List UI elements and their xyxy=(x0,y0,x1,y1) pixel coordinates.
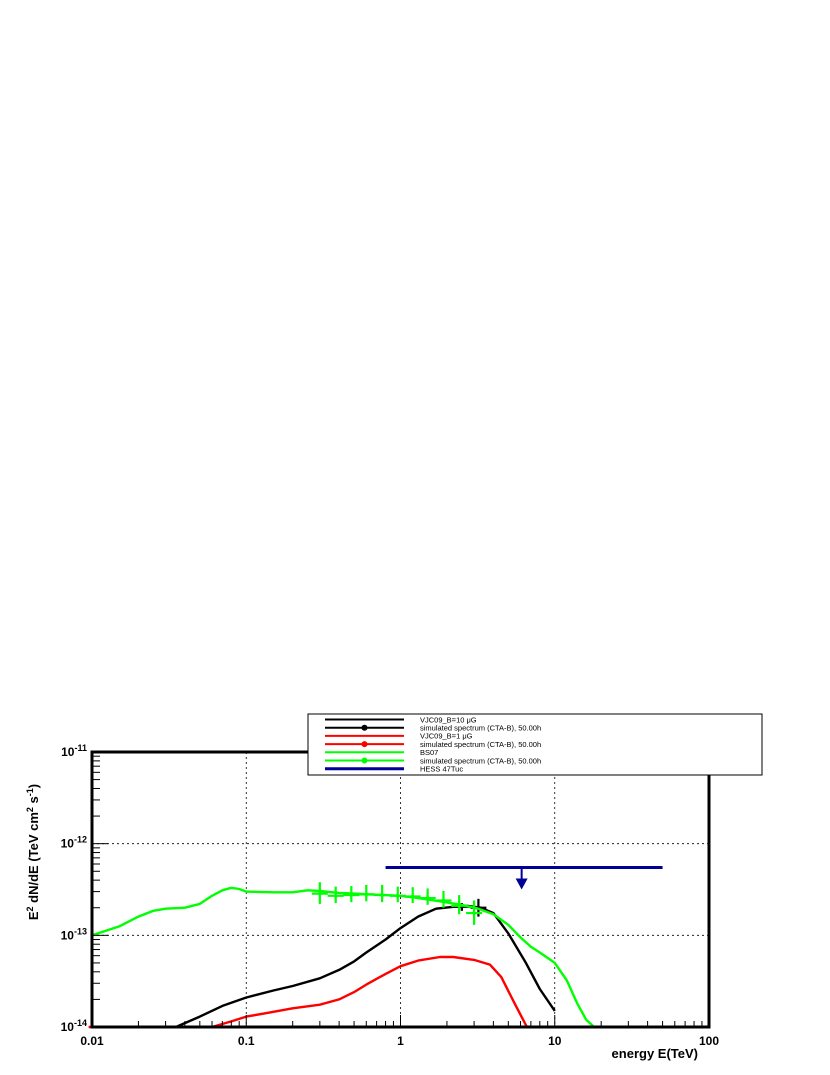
data-point xyxy=(389,886,406,903)
point-marker xyxy=(318,891,322,896)
point-marker xyxy=(472,911,476,915)
legend-label: VJC09_B=1 μG xyxy=(420,732,473,741)
data-point xyxy=(404,887,421,904)
point-marker xyxy=(457,903,461,908)
data-point xyxy=(343,886,360,903)
x-tick-label: 0.1 xyxy=(238,1034,255,1048)
point-marker xyxy=(395,893,400,898)
point-marker xyxy=(425,896,430,900)
legend-marker xyxy=(361,741,368,748)
x-tick-label: 100 xyxy=(699,1034,719,1048)
legend-entry: VJC09_B=10 μG xyxy=(325,715,477,724)
legend-entry: simulated spectrum (CTA-B), 50.00h xyxy=(325,724,541,733)
x-tick-labels: 0.01 0.1 1 10 100 xyxy=(80,1034,719,1048)
x-tick-label: 10 xyxy=(548,1034,562,1048)
series-line-2 xyxy=(88,955,540,1029)
y-tick-label: 10-14 xyxy=(61,1018,87,1034)
point-marker xyxy=(380,893,384,897)
legend-label: simulated spectrum (CTA-B), 50.00h xyxy=(420,740,541,749)
x-tick-label: 0.01 xyxy=(80,1034,104,1048)
point-marker xyxy=(441,898,446,903)
point-marker xyxy=(364,892,369,897)
legend-label: simulated spectrum (CTA-B), 50.00h xyxy=(420,724,541,733)
series-line-0 xyxy=(175,904,556,1029)
point-marker xyxy=(333,893,338,898)
y-tick-label: 10-11 xyxy=(61,743,87,759)
data-point xyxy=(327,886,344,904)
data-point xyxy=(358,884,375,902)
upper-limit-arrow-head xyxy=(515,878,528,890)
legend-marker xyxy=(361,724,368,731)
series-line-4 xyxy=(91,886,608,1029)
legend-entry: VJC09_B=1 μG xyxy=(325,732,473,741)
data-point xyxy=(419,888,436,905)
y-tick-labels: 10-11 10-12 10-13 10-14 xyxy=(61,743,87,1034)
legend-entry: simulated spectrum (CTA-B), 50.00h xyxy=(325,756,541,765)
y-tick-label: 10-12 xyxy=(61,835,87,851)
y-tick-label: 10-13 xyxy=(61,926,87,942)
data-point xyxy=(435,890,452,908)
point-marker xyxy=(410,894,415,899)
data-point xyxy=(311,882,328,904)
legend-entry: BS07 xyxy=(325,748,438,757)
point-marker xyxy=(349,893,354,897)
legend-label: HESS 47Tuc xyxy=(420,765,463,774)
axis-ticks xyxy=(91,751,703,1028)
y-axis-title: E2 dN/dE (TeV cm2 s-1) xyxy=(25,784,41,920)
data-point xyxy=(374,884,391,903)
legend-label: simulated spectrum (CTA-B), 50.00h xyxy=(420,756,541,765)
x-tick-label: 1 xyxy=(397,1034,404,1048)
x-axis-title: energy E(TeV) xyxy=(612,1046,698,1061)
data-point xyxy=(466,900,483,925)
grid-lines xyxy=(92,752,709,1027)
legend-entry: HESS 47Tuc xyxy=(325,765,463,774)
legend-label: BS07 xyxy=(420,748,438,757)
data-point xyxy=(451,895,468,915)
legend-marker xyxy=(361,757,368,764)
legend-entry: simulated spectrum (CTA-B), 50.00h xyxy=(325,740,541,749)
data-series xyxy=(88,865,663,1029)
legend-label: VJC09_B=10 μG xyxy=(420,715,477,724)
